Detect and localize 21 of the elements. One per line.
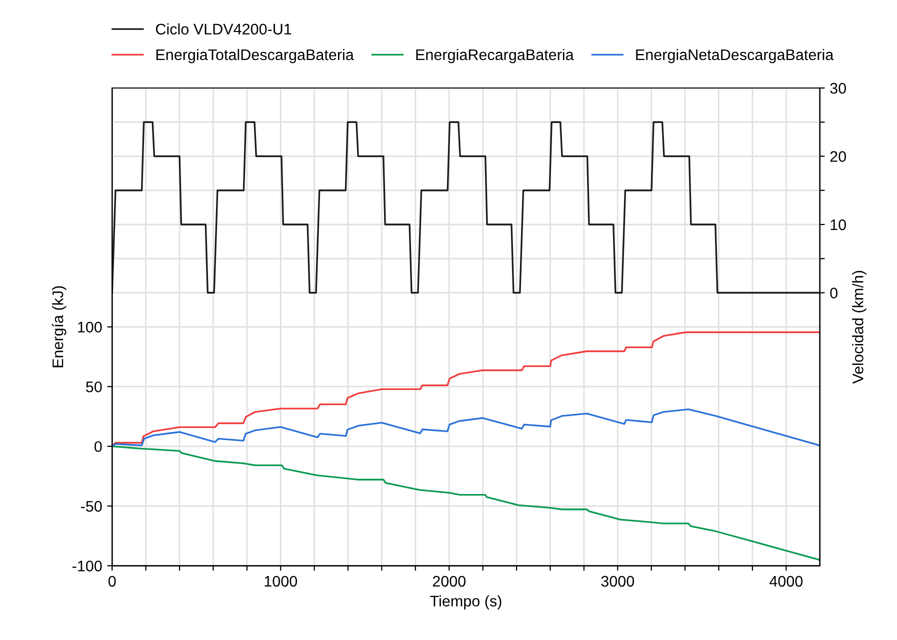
x-tick-label: 1000 [264, 576, 298, 587]
x-axis-title: Tiempo (s) [430, 595, 502, 610]
legend-label: Ciclo VLDV4200-U1 [156, 23, 292, 35]
x-tick-label: 0 [108, 576, 116, 587]
y2-tick-label: 30 [830, 82, 846, 94]
legend-label: EnergiaNetaDescargaBateria [636, 48, 834, 64]
y2-tick-label: 20 [830, 151, 846, 162]
y2-tick-label: 0 [830, 288, 838, 298]
y-tick-label: 0 [94, 441, 102, 452]
x-tick-label: 2000 [432, 576, 466, 587]
y-axis-title: Energía (kJ) [52, 286, 66, 368]
legend-label: EnergiaRecargaBateria [416, 48, 574, 64]
y2-tick-label: 10 [830, 219, 846, 230]
y2-axis-title: Velocidad (km/h) [852, 270, 866, 384]
x-tick-label: 3000 [601, 576, 634, 587]
y-tick-label: -100 [72, 560, 102, 572]
x-tick-label: 4000 [770, 576, 803, 587]
y-tick-label: 100 [78, 322, 102, 333]
legend-label: EnergiaTotalDescargaBateria [156, 48, 354, 64]
y-tick-label: 50 [86, 381, 102, 392]
y-tick-label: -50 [81, 500, 102, 512]
